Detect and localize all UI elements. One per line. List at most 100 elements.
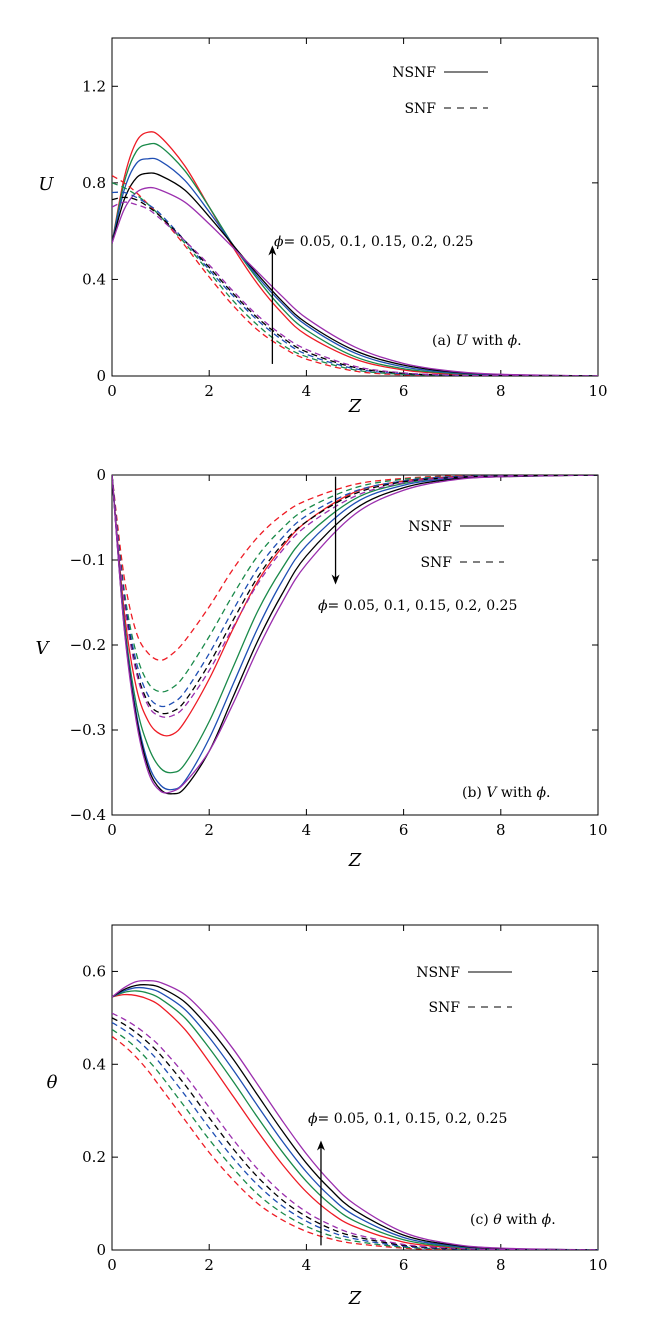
series-line-nsnf-phi-0.25: [112, 186, 598, 376]
plot-frame: [111, 37, 599, 377]
x-tick-label: 8: [496, 382, 506, 400]
series-line-snf-phi-0.05: [112, 175, 598, 376]
x-tick-label: 10: [588, 382, 607, 400]
x-axis-label: Z: [348, 850, 362, 871]
series-line-snf-phi-0.05: [112, 475, 598, 661]
x-tick-label: 0: [107, 382, 117, 400]
y-tick-label: −0.2: [70, 636, 106, 654]
phi-symbol: ϕ: [308, 1111, 318, 1127]
caption-var: V: [486, 785, 498, 801]
caption-var: θ: [493, 1212, 502, 1228]
y-tick-label: 0.8: [82, 174, 106, 192]
y-tick-label: 0: [96, 367, 106, 385]
caption-prefix: (a): [432, 333, 456, 349]
series-group: [112, 131, 598, 376]
legend: NSNF SNF: [416, 965, 512, 1016]
legend-label-snf: SNF: [428, 1000, 460, 1016]
x-tick-label: 10: [588, 1256, 607, 1274]
y-tick-label: −0.4: [70, 806, 106, 824]
phi-symbol: ϕ: [318, 598, 328, 614]
y-tick-label: 0.4: [82, 1055, 106, 1073]
phi-values: = 0.05, 0.1, 0.15, 0.2, 0.25: [328, 598, 518, 614]
x-tick-label: 2: [204, 821, 214, 839]
caption-suffix: .: [546, 785, 550, 801]
y-tick-label: 1.2: [82, 77, 106, 95]
caption-prefix: (b): [462, 785, 486, 801]
series-line-snf-phi-0.2: [112, 475, 598, 715]
x-tick-label: 6: [399, 1256, 409, 1274]
y-tick-label: 0.6: [82, 962, 106, 980]
series-line-snf-phi-0.2: [112, 196, 598, 376]
legend-label-nsnf: NSNF: [392, 65, 436, 81]
series-line-nsnf-phi-0.1: [112, 990, 598, 1250]
panel-caption: (c) θ with ϕ.: [470, 1212, 556, 1228]
y-tick-label: 0.4: [82, 270, 106, 288]
legend-label-snf: SNF: [420, 555, 452, 571]
phi-annotation: ϕ= 0.05, 0.1, 0.15, 0.2, 0.25: [308, 1111, 507, 1127]
x-tick-label: 8: [496, 821, 506, 839]
x-tick-label: 2: [204, 382, 214, 400]
x-tick-label: 4: [302, 1256, 312, 1274]
series-line-nsnf-phi-0.15: [112, 475, 598, 791]
x-tick-label: 6: [399, 382, 409, 400]
series-line-nsnf-phi-0.2: [112, 475, 598, 795]
plot-frame: [111, 924, 599, 1251]
series-line-snf-phi-0.25: [112, 201, 598, 376]
y-axis-label: U: [38, 174, 54, 195]
y-tick-label: 0: [96, 466, 106, 484]
caption-mid: with: [502, 1212, 542, 1228]
series-line-nsnf-phi-0.1: [112, 142, 598, 376]
caption-mid: with: [496, 785, 536, 801]
legend-label-nsnf: NSNF: [408, 519, 452, 535]
series-line-nsnf-phi-0.2: [112, 984, 598, 1250]
x-tick-label: 0: [107, 821, 117, 839]
series-line-nsnf-phi-0.25: [112, 475, 598, 794]
y-axis-label: V: [36, 638, 51, 659]
series-group: [112, 979, 598, 1250]
caption-sym: ϕ: [536, 785, 546, 801]
y-tick-label: −0.3: [70, 721, 106, 739]
x-tick-label: 0: [107, 1256, 117, 1274]
caption-var: U: [456, 333, 469, 349]
series-line-snf-phi-0.15: [112, 1021, 598, 1250]
series-line-nsnf-phi-0.15: [112, 986, 598, 1250]
series-line-snf-phi-0.1: [112, 182, 598, 376]
series-line-nsnf-phi-0.05: [112, 993, 598, 1250]
series-line-snf-phi-0.25: [112, 1012, 598, 1250]
series-group: [112, 475, 598, 795]
x-tick-label: 10: [588, 821, 607, 839]
caption-suffix: .: [551, 1212, 555, 1228]
series-line-snf-phi-0.2: [112, 1017, 598, 1250]
caption-mid: with: [468, 333, 508, 349]
legend-label-nsnf: NSNF: [416, 965, 460, 981]
phi-values: = 0.05, 0.1, 0.15, 0.2, 0.25: [318, 1111, 508, 1127]
caption-prefix: (c): [470, 1212, 493, 1228]
x-tick-label: 2: [204, 1256, 214, 1274]
series-line-nsnf-phi-0.05: [112, 131, 598, 376]
phi-annotation: ϕ= 0.05, 0.1, 0.15, 0.2, 0.25: [318, 598, 517, 614]
x-tick-label: 4: [302, 382, 312, 400]
panel-caption: (b) V with ϕ.: [462, 785, 550, 801]
series-line-nsnf-phi-0.1: [112, 475, 598, 774]
y-tick-label: 0.2: [82, 1148, 106, 1166]
series-line-snf-phi-0.15: [112, 475, 598, 708]
series-line-nsnf-phi-0.15: [112, 157, 598, 376]
phi-values: = 0.05, 0.1, 0.15, 0.2, 0.25: [284, 234, 474, 250]
series-line-snf-phi-0.25: [112, 475, 598, 718]
caption-sym: ϕ: [542, 1212, 552, 1228]
phi-annotation: ϕ= 0.05, 0.1, 0.15, 0.2, 0.25: [274, 234, 473, 250]
y-tick-label: −0.1: [70, 551, 106, 569]
legend-label-snf: SNF: [404, 101, 436, 117]
legend: NSNF SNF: [408, 519, 504, 571]
phi-symbol: ϕ: [274, 234, 284, 250]
x-axis-label: Z: [348, 396, 362, 417]
panel-caption: (a) U with ϕ.: [432, 333, 522, 349]
x-axis-label: Z: [348, 1288, 362, 1309]
series-line-snf-phi-0.15: [112, 191, 598, 376]
chart-panel-a: 0 2 4 6 8 10 0 0.4 0.8 1.2 U Z NSNF SNF ϕ= 0.05, 0.1, …: [38, 37, 608, 417]
y-axis-label: θ: [47, 1072, 58, 1093]
x-tick-label: 8: [496, 1256, 506, 1274]
legend: NSNF SNF: [392, 65, 488, 117]
